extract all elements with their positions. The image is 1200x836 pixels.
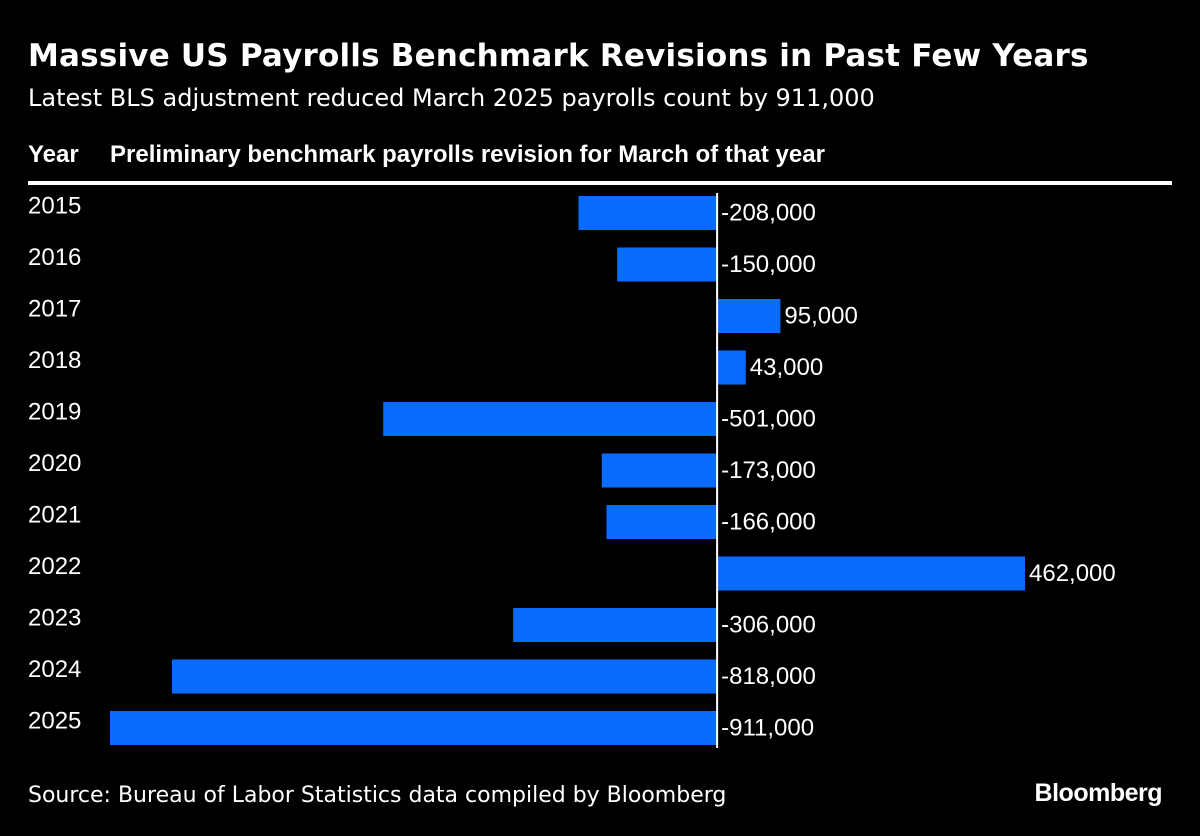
value-column-header: Preliminary benchmark payrolls revision … [110,141,825,168]
bar-chart: 2015 -208,000 2016 -150,000 2017 95,000 2018 43… [28,192,1116,748]
chart-subtitle: Latest BLS adjustment reduced March 2025… [28,84,875,112]
bar [383,402,718,436]
bar [606,505,718,539]
value-label: -306,000 [721,611,816,638]
bar [717,350,746,385]
bar [578,196,718,230]
bar [513,608,718,642]
bar [617,247,718,282]
year-label: 2023 [28,604,81,631]
year-label: 2021 [28,501,81,528]
header-divider [28,181,1172,185]
year-label: 2016 [28,244,81,271]
year-label: 2020 [28,450,81,477]
value-label: -208,000 [721,199,816,226]
year-label: 2022 [28,553,81,580]
value-label: -818,000 [721,663,816,690]
source-note: Source: Bureau of Labor Statistics data … [28,783,727,808]
value-label: 43,000 [750,354,823,381]
value-label: -173,000 [721,457,816,484]
value-label: -166,000 [721,508,816,535]
bar [171,659,718,694]
year-label: 2025 [28,707,81,734]
bar [110,711,718,745]
year-label: 2017 [28,295,81,322]
chart-title: Massive US Payrolls Benchmark Revisions … [28,38,1089,74]
year-column-header: Year [28,141,79,168]
bar [717,556,1025,591]
year-label: 2015 [28,192,81,219]
year-label: 2024 [28,656,81,683]
year-label: 2018 [28,347,81,374]
bloomberg-logo: Bloomberg [1034,779,1163,807]
value-label: 462,000 [1029,560,1116,587]
value-label: -501,000 [721,405,816,432]
bar [601,453,718,488]
bar [717,299,781,333]
value-label: -911,000 [721,714,814,741]
value-label: 95,000 [784,302,857,329]
year-label: 2019 [28,398,81,425]
value-label: -150,000 [721,251,816,278]
